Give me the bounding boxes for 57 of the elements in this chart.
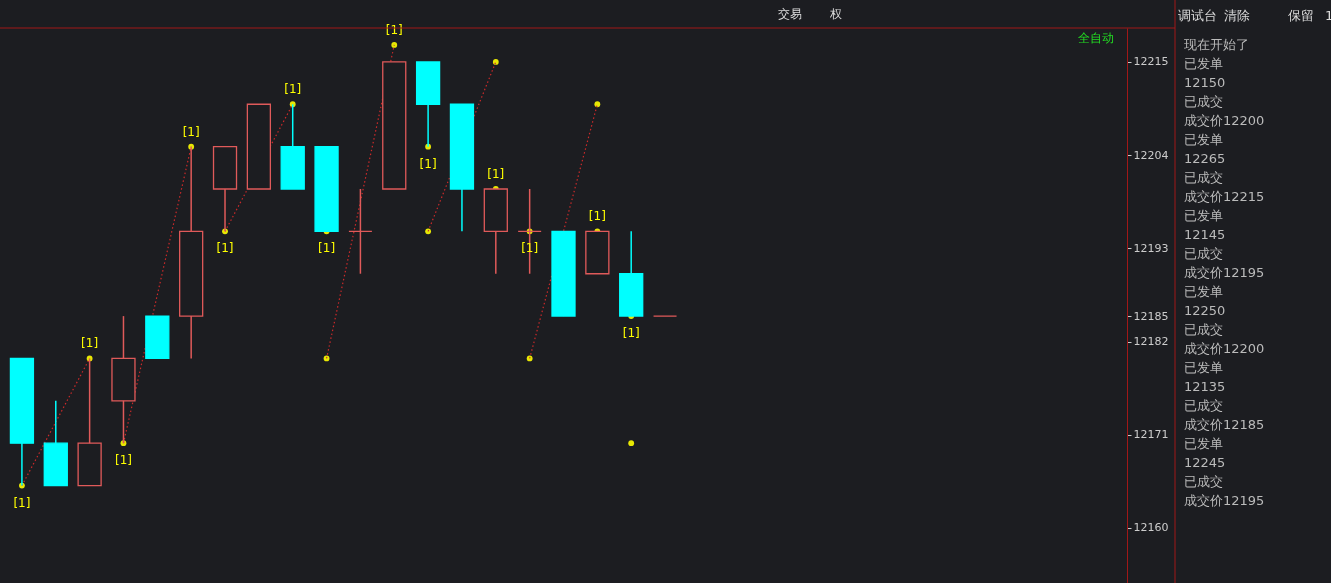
text: 保留 — [1288, 8, 1314, 23]
y-tick-label: 12204 — [1133, 148, 1169, 162]
text: 已发单 — [1184, 436, 1223, 451]
text: 交易 — [778, 7, 802, 21]
annotation: 全自动 — [1078, 31, 1114, 45]
annotation: [1] — [182, 124, 200, 139]
annotation: [1] — [216, 241, 234, 256]
text: 已成交 — [1184, 170, 1223, 185]
text: 成交价12200 — [1184, 341, 1265, 356]
text: 调试台 — [1178, 8, 1217, 23]
annotation: [1] — [588, 209, 606, 224]
point — [628, 440, 635, 447]
y-tick-label: 12182 — [1133, 335, 1169, 349]
annotation: [1] — [13, 495, 31, 510]
text: 已发单 — [1184, 56, 1223, 71]
text: 已成交 — [1184, 94, 1223, 109]
annotation: [1] — [114, 453, 132, 468]
text: 12150 — [1184, 75, 1226, 90]
y-tick-label: 12193 — [1133, 241, 1169, 255]
text: 已发单 — [1184, 284, 1223, 299]
y-tick-label: 12215 — [1133, 55, 1169, 69]
text: 成交价12195 — [1184, 265, 1265, 280]
text: 已发单 — [1184, 360, 1223, 375]
text: 12135 — [1184, 379, 1226, 394]
text: 成交价12215 — [1184, 189, 1265, 204]
annotation: [1] — [284, 82, 302, 97]
annotation: [1] — [419, 156, 437, 171]
text: 成交价12200 — [1184, 113, 1265, 128]
annotation: [1] — [487, 166, 505, 181]
text: 清除 — [1224, 8, 1250, 23]
text: 已发单 — [1184, 132, 1223, 147]
text: 12145 — [1184, 227, 1226, 242]
text: 成交价12195 — [1184, 493, 1265, 508]
text: 已成交 — [1184, 246, 1223, 261]
y-tick-label: 12160 — [1133, 521, 1169, 535]
text: 现在开始了 — [1184, 37, 1249, 52]
text: 已成交 — [1184, 322, 1223, 337]
text: 已成交 — [1184, 398, 1223, 413]
text: 12245 — [1184, 455, 1226, 470]
annotation: [1] — [81, 336, 99, 351]
point — [492, 58, 499, 65]
text: 12265 — [1184, 151, 1226, 166]
annotation: [1] — [318, 241, 336, 256]
text: 权 — [829, 7, 842, 21]
point — [594, 101, 601, 108]
candlestick — [517, 188, 542, 275]
text: 12250 — [1184, 303, 1226, 318]
y-tick-label: 12171 — [1133, 428, 1169, 442]
y-tick-label: 12185 — [1133, 309, 1169, 323]
text: 成交价12185 — [1184, 417, 1265, 432]
annotation: [1] — [385, 22, 403, 37]
text: 已成交 — [1184, 474, 1223, 489]
annotation: [1] — [622, 326, 640, 341]
point — [391, 42, 398, 48]
point — [425, 228, 432, 235]
candlestick — [348, 188, 373, 275]
text: 已发单 — [1184, 208, 1223, 223]
